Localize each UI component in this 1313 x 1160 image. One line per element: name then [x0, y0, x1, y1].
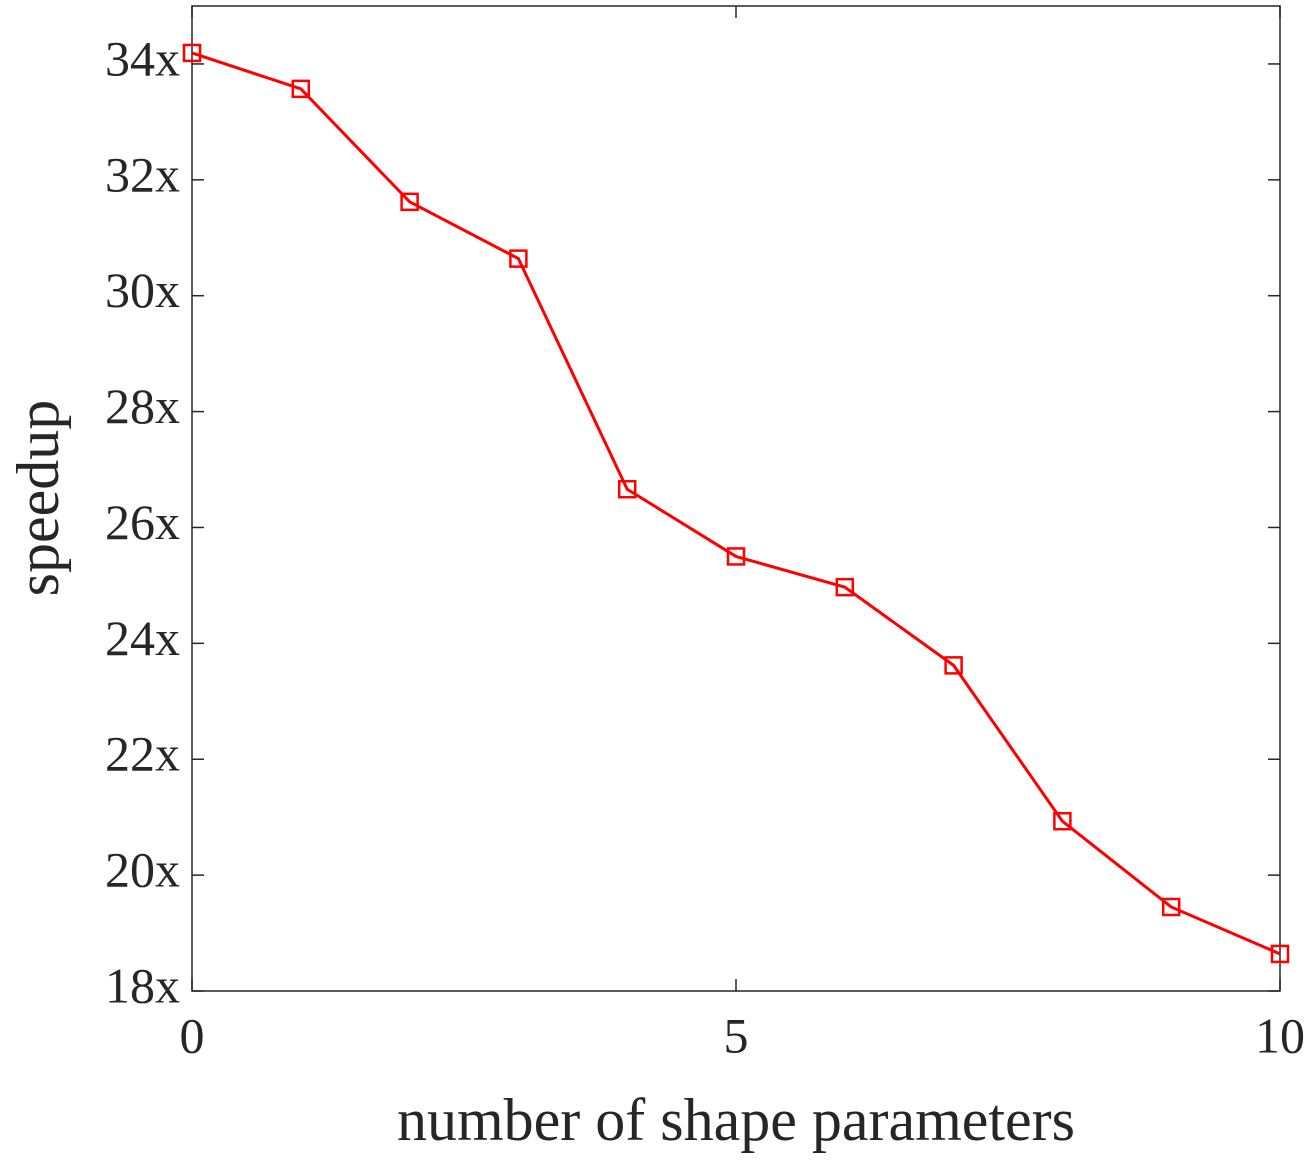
marker: [1161, 897, 1181, 917]
y-tick-label: 26x: [105, 494, 180, 550]
x-tick-label: 10: [1255, 1007, 1305, 1063]
y-tick-label: 28x: [105, 378, 180, 434]
y-tick-label: 22x: [105, 726, 180, 782]
marker: [291, 79, 311, 99]
y-tick-label: 34x: [105, 30, 180, 86]
y-tick-label: 24x: [105, 610, 180, 666]
marker: [182, 43, 202, 63]
y-tick-label: 32x: [105, 146, 180, 202]
plot-frame: [191, 5, 1281, 992]
x-tick-label: 5: [724, 1007, 749, 1063]
marker: [944, 656, 963, 675]
marker: [1270, 944, 1290, 964]
marker: [509, 249, 528, 268]
marker: [726, 547, 746, 566]
marker: [835, 577, 855, 597]
marker: [1053, 811, 1072, 831]
x-axis-label: number of shape parameters: [397, 1087, 1075, 1153]
marker: [617, 479, 637, 499]
y-axis-label: speedup: [5, 400, 71, 597]
x-tick-label: 0: [180, 1007, 205, 1063]
data-line: [191, 51, 1281, 956]
y-tick-label: 18x: [105, 957, 180, 1013]
y-tick-label: 30x: [105, 262, 180, 318]
y-tick-label: 20x: [105, 842, 180, 898]
marker: [400, 192, 419, 212]
